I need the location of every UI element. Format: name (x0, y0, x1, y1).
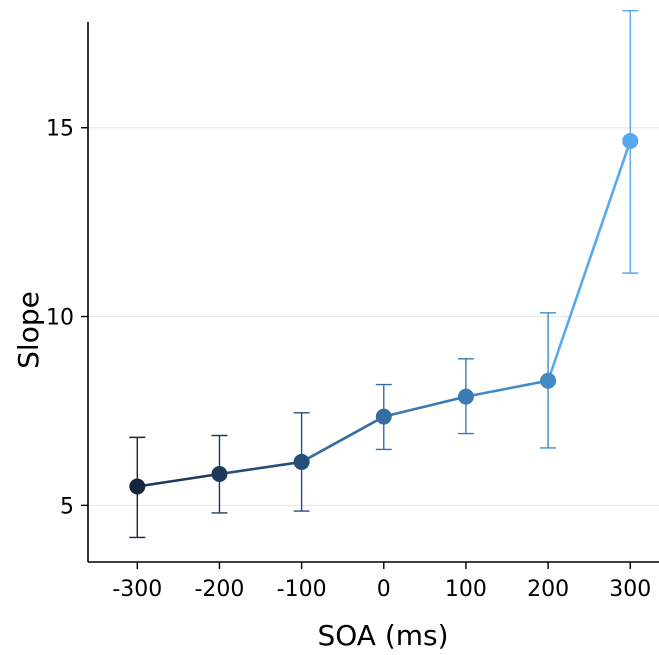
x-tick-label: 200 (527, 577, 569, 602)
y-tick-label: 10 (46, 306, 74, 331)
y-tick-label: 5 (60, 494, 74, 519)
series-line-segment (300, 415, 385, 464)
series-line-segment (383, 395, 467, 418)
x-tick-label: -300 (112, 577, 162, 602)
series-layer (129, 9, 639, 539)
y-tick-label: 15 (46, 117, 74, 142)
x-tick-label: -100 (277, 577, 327, 602)
data-point (375, 408, 392, 425)
data-point (622, 132, 639, 149)
data-point (540, 372, 557, 389)
series-line-segment (546, 140, 632, 382)
series-line-segment (219, 460, 302, 476)
x-tick-label: 100 (445, 577, 487, 602)
y-axis-title: Slope (12, 291, 45, 369)
data-point (129, 478, 146, 495)
x-ticks: -300 -200 -100 0 100 200 300 (112, 562, 651, 602)
data-point (211, 466, 228, 483)
grid-lines (88, 127, 659, 506)
x-tick-label: -200 (194, 577, 244, 602)
x-tick-label: 0 (377, 577, 391, 602)
x-axis-title: SOA (ms) (317, 619, 448, 652)
series-line-segment (465, 379, 549, 398)
data-point (293, 453, 310, 470)
series-line-segment (137, 472, 220, 488)
x-tick-label: 300 (609, 577, 651, 602)
y-ticks: 5 10 15 (46, 117, 88, 519)
data-point (457, 388, 474, 405)
